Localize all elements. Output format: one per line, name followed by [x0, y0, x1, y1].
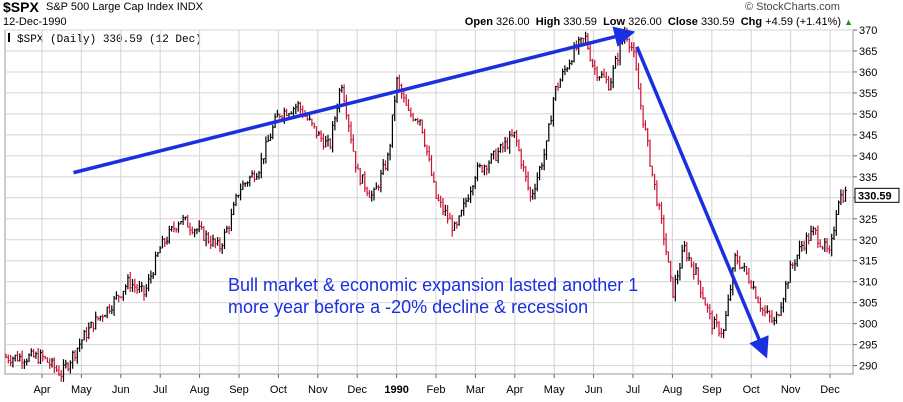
x-tick-label: Dec [820, 384, 840, 396]
low-label: Low [603, 16, 626, 28]
x-tick-label: Aug [663, 384, 683, 396]
high-label: High [535, 16, 561, 28]
uptrend-arrow [73, 26, 636, 175]
x-tick-label: Sep [229, 384, 249, 396]
x-tick-label: Jul [153, 384, 167, 396]
y-tick-label: 315 [859, 256, 877, 268]
low-value: 326.00 [628, 16, 662, 28]
y-tick-label: 295 [859, 340, 877, 352]
y-tick-label: 320 [859, 235, 877, 247]
index-name: S&P 500 Large Cap Index INDX [46, 1, 203, 13]
x-tick-label: Apr [506, 384, 523, 396]
x-tick-label: Oct [743, 384, 760, 396]
open-value: 326.00 [495, 16, 530, 28]
ohlc-bar-icon [8, 33, 14, 42]
x-tick-label: Apr [33, 384, 50, 396]
exchange-text: INDX [176, 1, 203, 13]
x-tick-label: Nov [308, 384, 328, 396]
chg-value: +4.59 (+1.41%) [765, 16, 842, 28]
downtrend-arrow [635, 46, 769, 359]
y-tick-label: 335 [859, 172, 877, 184]
x-tick-label: Nov [781, 384, 801, 396]
y-tick-label: 345 [859, 130, 877, 142]
y-tick-label: 310 [859, 277, 877, 289]
watermark: © StockCharts.com [745, 1, 840, 13]
close-value: 330.59 [700, 16, 735, 28]
y-tick-label: 350 [859, 109, 877, 121]
y-tick-label: 370 [859, 25, 877, 37]
ohlc-readout: Open 326.00 High 330.59 Low 326.00 Close… [465, 16, 853, 28]
x-tick-label: Sep [702, 384, 722, 396]
annotation-text: Bull market & economic expansion lasted … [228, 275, 639, 317]
y-tick-label: 360 [859, 67, 877, 79]
x-tick-label: Jul [626, 384, 640, 396]
chg-label: Chg [740, 16, 763, 28]
x-tick-label: Mar [466, 384, 485, 396]
y-tick-label: 355 [859, 88, 877, 100]
index-name-text: S&P 500 Large Cap Index [46, 1, 174, 13]
last-value-tag [854, 187, 900, 203]
y-tick-label: 340 [859, 151, 877, 163]
high-value: 330.59 [563, 16, 597, 28]
x-tick-label: Jun [585, 384, 603, 396]
legend-text: $SPX (Daily) 330.59 (12 Dec) [17, 34, 202, 46]
last-value-label: 330.59 [858, 190, 892, 202]
y-tick-label: 305 [859, 298, 877, 310]
y-tick-label: 365 [859, 46, 877, 58]
symbol: $SPX [3, 0, 39, 15]
x-tick-label: May [544, 384, 565, 396]
series-legend: $SPX (Daily) 330.59 (12 Dec) [8, 33, 202, 46]
y-tick-label: 300 [859, 319, 877, 331]
close-label: Close [667, 16, 698, 28]
open-label: Open [464, 16, 493, 28]
x-tick-label: Feb [427, 384, 446, 396]
y-tick-label: 325 [859, 214, 877, 226]
x-tick-label: 1990 [384, 384, 408, 396]
x-tick-label: Oct [270, 384, 287, 396]
chart-date: 12-Dec-1990 [3, 16, 67, 28]
x-tick-label: Aug [190, 384, 210, 396]
x-tick-label: Dec [347, 384, 367, 396]
up-triangle-icon: ▲ [844, 17, 853, 27]
y-tick-label: 290 [859, 361, 877, 373]
x-tick-label: Jun [112, 384, 130, 396]
x-tick-label: May [71, 384, 92, 396]
